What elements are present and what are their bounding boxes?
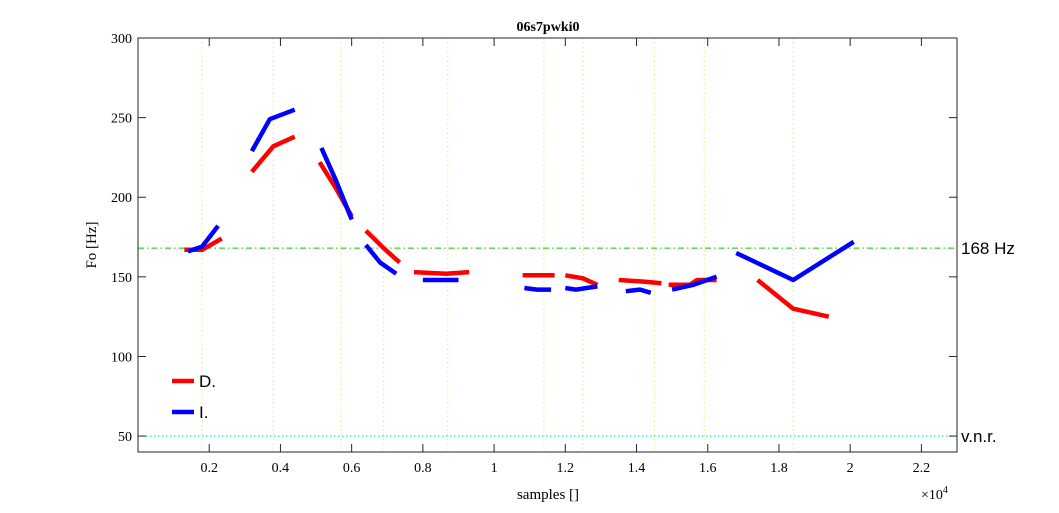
labels-layer: 06s7pwki0 samples [] Fo [Hz] ×104 xyxy=(84,20,948,503)
series-i-segment xyxy=(249,107,296,153)
x-exponent-base: ×10 xyxy=(921,488,943,503)
series-d-segment xyxy=(413,269,470,276)
series-i-segment xyxy=(364,243,398,276)
series-i-segment xyxy=(625,287,652,295)
series-d-segment xyxy=(250,134,296,174)
series-i-segment xyxy=(187,224,220,254)
series-i-segment xyxy=(524,285,552,292)
y-tick-label: 200 xyxy=(111,191,132,206)
legend: D. I. xyxy=(172,372,216,422)
x-tick-label: 1.6 xyxy=(699,461,717,476)
grid-layer: 168 Hz v.n.r. xyxy=(138,38,1015,452)
x-tick-label: 0.8 xyxy=(414,461,432,476)
x-tick-label: 1.8 xyxy=(770,461,788,476)
x-tick-label: 2.2 xyxy=(913,461,931,476)
legend-entry-label: I. xyxy=(199,403,208,422)
x-tick-label: 1.2 xyxy=(557,461,575,476)
x-axis-label: samples [] xyxy=(517,487,579,503)
y-tick-label: 250 xyxy=(111,112,132,127)
reference-line-label: 168 Hz xyxy=(961,239,1015,258)
series-d-segment xyxy=(364,229,402,265)
axes-box xyxy=(137,37,958,453)
x-tick-label: 1.4 xyxy=(628,461,646,476)
series-layer xyxy=(184,107,855,319)
series-i-segment xyxy=(564,284,598,292)
x-exponent-power: 4 xyxy=(943,485,948,496)
series-i-segment xyxy=(671,274,718,292)
y-axis-label: Fo [Hz] xyxy=(84,221,100,268)
plot-background xyxy=(138,38,957,452)
x-tick-label: 0.4 xyxy=(272,461,290,476)
series-d-segment xyxy=(618,277,662,286)
plot-area xyxy=(138,38,957,452)
series-i-segment xyxy=(319,146,354,221)
reference-line-label: v.n.r. xyxy=(961,427,997,446)
x-tick-label: 0.2 xyxy=(200,461,218,476)
y-tick-label: 150 xyxy=(111,271,132,286)
x-tick-label: 0.6 xyxy=(343,461,361,476)
series-d-segment xyxy=(756,278,830,319)
series-i-segment xyxy=(735,239,855,283)
axes-layer: 0.2 0.4 0.6 0.8 1 1.2 1.4 1.6 1.8 2 2.2 50 100 150 200… xyxy=(111,32,958,476)
series-d-segment xyxy=(564,273,599,287)
y-tick-label: 300 xyxy=(111,32,132,47)
chart-title: 06s7pwki0 xyxy=(516,20,579,35)
y-tick-label: 50 xyxy=(118,430,132,445)
legend-entry-label: D. xyxy=(199,372,216,391)
x-tick-label: 1 xyxy=(491,461,498,476)
x-tick-label: 2 xyxy=(847,461,854,476)
y-tick-label: 100 xyxy=(111,350,132,365)
x-exponent-label: ×104 xyxy=(921,485,948,503)
